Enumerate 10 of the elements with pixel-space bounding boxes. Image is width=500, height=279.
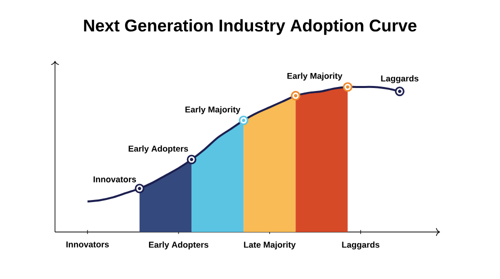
text: Laggards [381, 75, 418, 84]
x-tick-label: Innovators [66, 241, 109, 248]
x-tick-label: Early Adopters [149, 241, 208, 250]
text: Early Majority [287, 72, 342, 81]
annotation: Early Majority [185, 106, 240, 114]
x-tick-label: Laggards [342, 241, 380, 250]
annotation: Innovators [94, 176, 136, 182]
annotation: Early Adopters [128, 145, 188, 154]
chart-title: Next Generation Industry Adoption Curve [84, 19, 416, 35]
x-tick-label: Late Majority [244, 241, 296, 250]
